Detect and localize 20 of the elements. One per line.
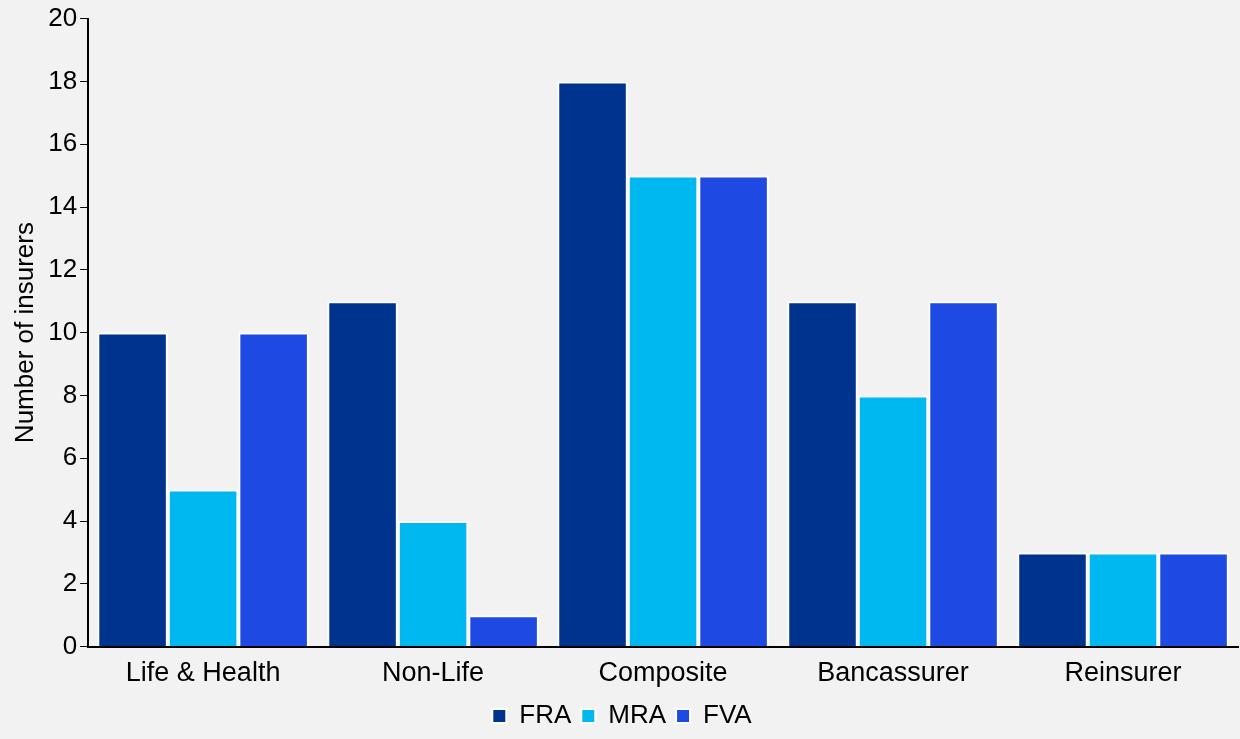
y-tick-label: 18 <box>48 64 78 95</box>
y-tick-label: 12 <box>48 252 78 283</box>
legend-label: FVA <box>703 699 753 730</box>
x-tick-label: Life & Health <box>125 657 281 688</box>
y-axis-title: Number of insurers <box>8 222 39 444</box>
x-tick-label: Composite <box>598 657 728 688</box>
y-tick-label: 0 <box>62 629 78 660</box>
y-tick-label: 10 <box>48 315 78 346</box>
y-tick-label: 4 <box>62 504 78 535</box>
y-tick-label: 16 <box>48 127 78 158</box>
y-tick-label: 8 <box>62 378 78 409</box>
y-tick-label: 2 <box>62 566 78 597</box>
y-tick-label: 20 <box>48 1 78 32</box>
x-tick-label: Non-Life <box>382 657 485 688</box>
legend-label: FRA <box>519 699 572 730</box>
y-tick-label: 14 <box>48 190 78 221</box>
x-tick-label: Bancassurer <box>817 657 969 688</box>
x-tick-label: Reinsurer <box>1064 657 1182 688</box>
y-tick-label: 6 <box>62 441 78 472</box>
legend-label: MRA <box>608 699 667 730</box>
